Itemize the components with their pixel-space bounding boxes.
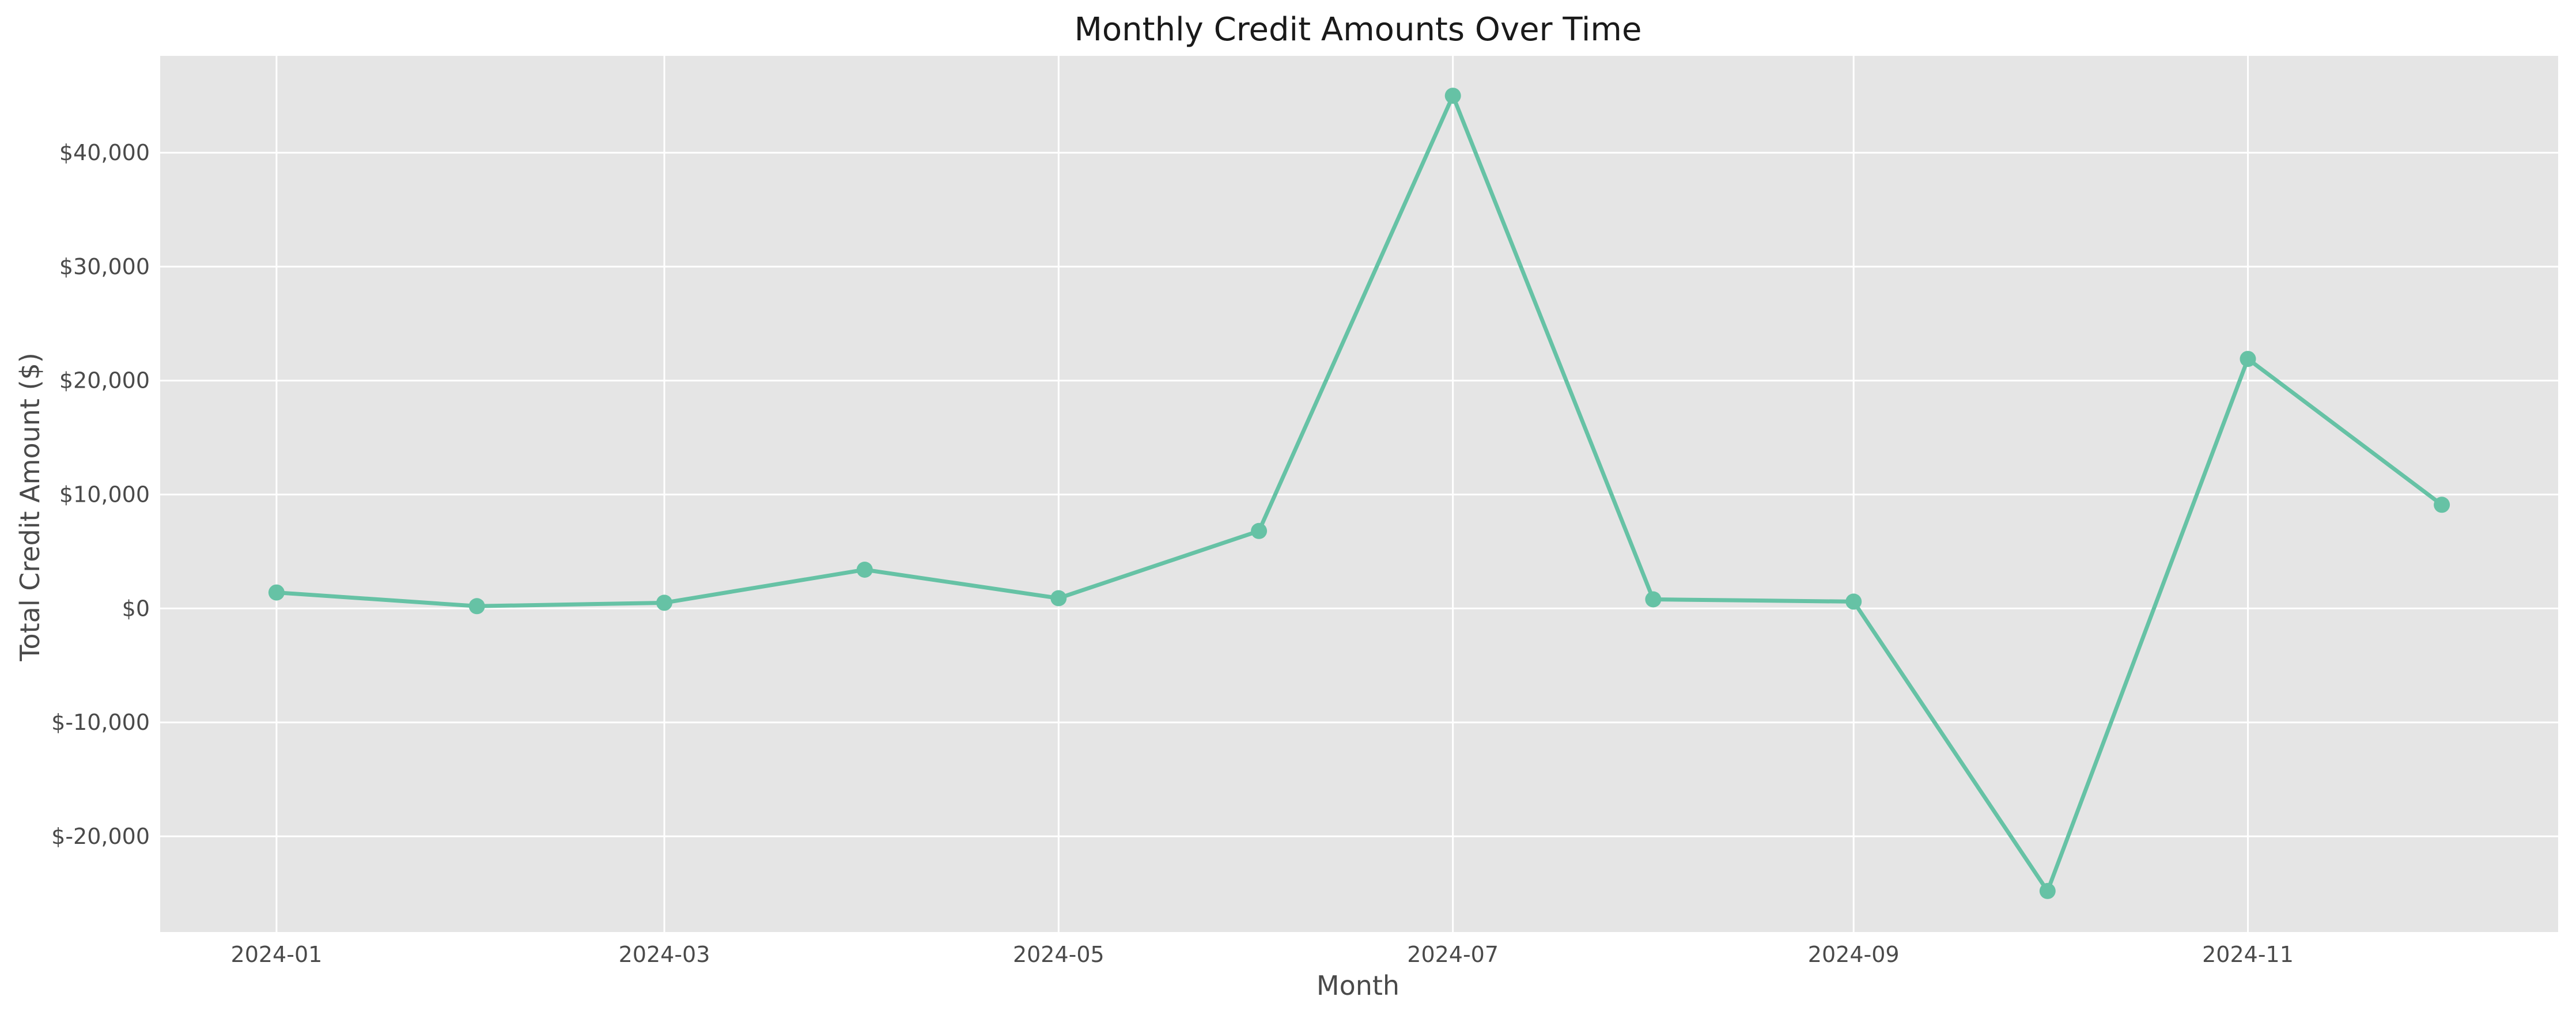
y-axis-label: Total Credit Amount ($) bbox=[14, 353, 46, 662]
data-point bbox=[1845, 593, 1862, 610]
data-point bbox=[2039, 882, 2056, 899]
data-point bbox=[1050, 590, 1067, 607]
x-axis-ticks: 2024-01 2024-03 2024-05 2024-07 2024-09 2024-… bbox=[231, 942, 2294, 967]
data-point bbox=[1645, 591, 1662, 608]
y-tick-label: $-20,000 bbox=[51, 824, 150, 849]
data-point bbox=[656, 594, 672, 611]
y-tick-label: $20,000 bbox=[59, 368, 150, 393]
grid bbox=[160, 56, 2558, 932]
y-tick-label: $30,000 bbox=[59, 254, 150, 279]
data-point bbox=[468, 598, 485, 615]
x-tick-label: 2024-01 bbox=[231, 942, 323, 967]
x-axis-label: Month bbox=[1317, 970, 1399, 1001]
x-tick-label: 2024-03 bbox=[619, 942, 710, 967]
y-tick-label: $40,000 bbox=[59, 140, 150, 165]
y-tick-label: $0 bbox=[122, 596, 150, 621]
x-tick-label: 2024-09 bbox=[1808, 942, 1900, 967]
y-axis-ticks: $-20,000 $-10,000 $0 $10,000 $20,000 $30,000 $… bbox=[51, 140, 150, 849]
point-layer bbox=[268, 88, 2450, 899]
data-point bbox=[856, 562, 873, 578]
data-point bbox=[268, 584, 285, 601]
data-point bbox=[2434, 497, 2450, 513]
data-point bbox=[1251, 522, 1268, 539]
data-point bbox=[2240, 351, 2256, 368]
data-point bbox=[1444, 88, 1461, 104]
y-tick-label: $-10,000 bbox=[51, 710, 150, 735]
x-tick-label: 2024-05 bbox=[1013, 942, 1104, 967]
chart-title: Monthly Credit Amounts Over Time bbox=[1075, 11, 1642, 48]
y-tick-label: $10,000 bbox=[59, 482, 150, 507]
x-tick-label: 2024-07 bbox=[1407, 942, 1499, 967]
series-layer bbox=[276, 93, 2443, 893]
series-line bbox=[276, 93, 2443, 893]
x-tick-label: 2024-11 bbox=[2202, 942, 2294, 967]
